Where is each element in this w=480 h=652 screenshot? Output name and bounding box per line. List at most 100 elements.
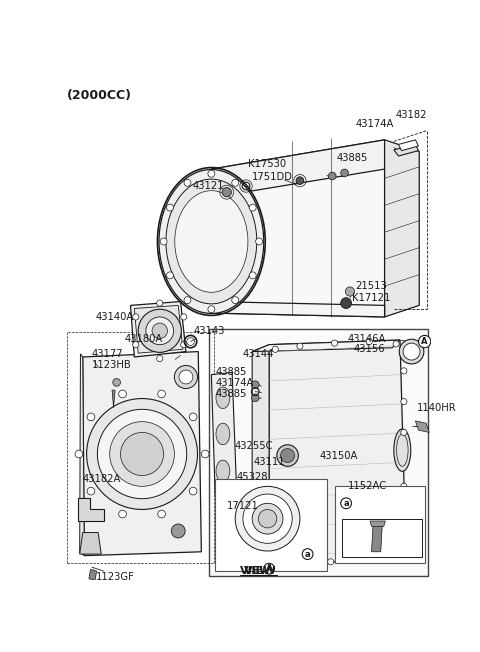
Text: K17530: K17530 [248,160,286,170]
Polygon shape [384,140,419,317]
Text: 43182: 43182 [396,110,427,120]
Polygon shape [370,521,385,526]
Circle shape [201,450,209,458]
Circle shape [419,335,431,348]
Ellipse shape [216,460,230,482]
Text: 43885: 43885 [215,389,247,399]
Text: 43885: 43885 [337,153,368,163]
Ellipse shape [166,179,257,304]
Ellipse shape [175,190,248,292]
Circle shape [243,494,292,543]
Circle shape [235,486,300,551]
Text: 43174A: 43174A [215,378,253,388]
Circle shape [297,343,303,349]
Polygon shape [372,525,382,552]
Text: a: a [305,550,311,559]
Polygon shape [215,479,327,571]
Circle shape [171,524,185,538]
Text: 43144: 43144 [242,349,274,359]
Circle shape [86,398,197,509]
Text: 43180A: 43180A [124,334,163,344]
Circle shape [167,272,173,279]
Circle shape [158,390,166,398]
Circle shape [401,483,407,490]
Ellipse shape [394,429,411,471]
Text: 1140HR: 1140HR [417,403,456,413]
Text: 43140A: 43140A [96,312,134,322]
Circle shape [281,449,295,462]
Polygon shape [415,421,429,432]
Circle shape [156,355,163,362]
Circle shape [87,413,95,421]
Circle shape [252,394,259,402]
Circle shape [341,298,351,308]
Text: a: a [343,499,349,508]
Text: 1751DD: 1751DD [252,171,293,182]
Circle shape [208,306,215,313]
Polygon shape [211,372,237,496]
Text: 43111: 43111 [254,456,285,467]
Polygon shape [335,486,425,563]
Circle shape [189,413,197,421]
Polygon shape [131,301,186,357]
Text: A: A [421,337,428,346]
Circle shape [401,368,407,374]
Polygon shape [252,340,400,351]
Circle shape [189,487,197,495]
Circle shape [75,450,83,458]
Circle shape [341,169,348,177]
Circle shape [87,487,95,495]
Text: 43121: 43121 [192,181,224,191]
Circle shape [180,342,187,348]
Text: 43182A: 43182A [83,473,121,484]
Polygon shape [342,519,421,557]
Circle shape [328,172,336,180]
Text: VIEW: VIEW [244,566,276,576]
Circle shape [296,177,304,185]
Circle shape [119,511,126,518]
Circle shape [138,309,181,352]
Text: 17121: 17121 [227,501,259,511]
Polygon shape [112,390,115,408]
Text: 43885: 43885 [215,367,247,378]
Circle shape [252,381,259,389]
Circle shape [399,339,424,364]
Circle shape [110,422,174,486]
Circle shape [146,317,174,345]
Circle shape [264,563,275,574]
Circle shape [328,559,334,565]
Circle shape [252,503,283,534]
Text: 43143: 43143 [193,326,225,336]
Circle shape [232,179,239,186]
Circle shape [332,340,337,346]
Text: 43156: 43156 [354,344,385,354]
Ellipse shape [216,423,230,445]
Circle shape [156,300,163,306]
Circle shape [293,560,299,567]
Circle shape [160,238,167,245]
Circle shape [174,366,197,389]
Polygon shape [89,569,96,580]
Text: (2000CC): (2000CC) [67,89,132,102]
Text: 43146A: 43146A [348,334,386,344]
Text: VIEW: VIEW [240,567,272,576]
Text: 1152AC: 1152AC [348,481,387,492]
Polygon shape [211,301,384,317]
Text: 45328: 45328 [237,472,268,482]
Circle shape [256,238,263,245]
Text: 43255C: 43255C [234,441,273,451]
Circle shape [401,514,407,520]
Circle shape [277,445,299,466]
Text: 43177: 43177 [92,349,124,359]
Circle shape [152,323,168,338]
Circle shape [401,430,407,436]
Circle shape [249,272,256,279]
Circle shape [249,204,256,211]
Text: K17121: K17121 [352,293,391,303]
Circle shape [119,390,126,398]
Circle shape [232,297,239,304]
Circle shape [302,549,313,559]
Polygon shape [269,340,406,563]
Polygon shape [211,140,384,198]
Circle shape [393,341,399,347]
